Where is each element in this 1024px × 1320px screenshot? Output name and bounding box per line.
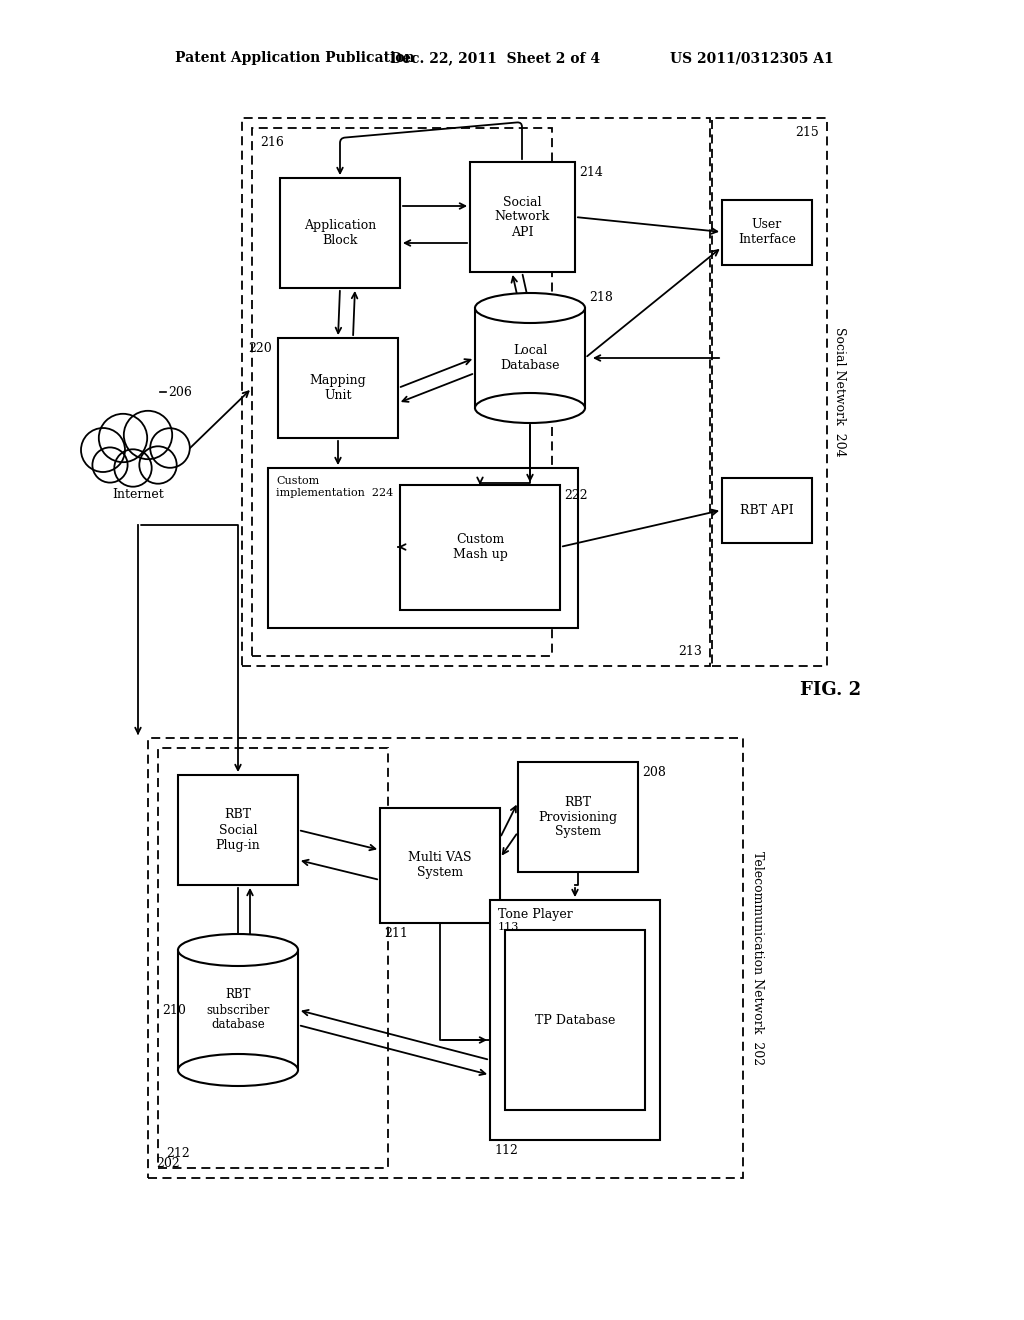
Text: 222: 222 (564, 488, 588, 502)
Text: 214: 214 (579, 166, 603, 180)
Text: 215: 215 (796, 125, 819, 139)
Ellipse shape (475, 393, 585, 422)
Text: RBT
Social
Plug-in: RBT Social Plug-in (216, 808, 260, 851)
Bar (268, 469, 578, 628)
Text: 211: 211 (384, 927, 408, 940)
Text: 206: 206 (168, 385, 191, 399)
Text: 112: 112 (494, 1144, 518, 1158)
Text: Mapping
Unit: Mapping Unit (309, 374, 367, 403)
Bar (518, 762, 638, 873)
Text: Local
Database: Local Database (501, 345, 560, 372)
Circle shape (151, 428, 189, 467)
Bar (505, 931, 645, 1110)
Text: RBT API: RBT API (740, 503, 794, 516)
Text: Custom
implementation  224: Custom implementation 224 (276, 477, 393, 498)
Bar (148, 738, 743, 1177)
Text: 218: 218 (589, 290, 613, 304)
Ellipse shape (475, 293, 585, 323)
Text: 210: 210 (162, 1003, 186, 1016)
Bar (722, 478, 812, 543)
Ellipse shape (178, 1053, 298, 1086)
Text: US 2011/0312305 A1: US 2011/0312305 A1 (670, 51, 834, 65)
Text: User
Interface: User Interface (738, 218, 796, 246)
Bar (490, 900, 660, 1140)
Text: 202: 202 (156, 1158, 180, 1170)
Text: 213: 213 (678, 645, 702, 657)
Circle shape (115, 449, 152, 487)
Text: Patent Application Publication: Patent Application Publication (175, 51, 415, 65)
Circle shape (81, 428, 125, 473)
Bar (278, 338, 398, 438)
Circle shape (92, 447, 128, 483)
Text: 220: 220 (248, 342, 272, 355)
Bar (280, 178, 400, 288)
Bar (178, 775, 298, 884)
Text: Internet: Internet (112, 488, 164, 502)
Text: Social
Network
API: Social Network API (495, 195, 550, 239)
Bar (380, 808, 500, 923)
Ellipse shape (178, 935, 298, 966)
Text: Custom
Mash up: Custom Mash up (453, 533, 508, 561)
Circle shape (98, 413, 147, 462)
Text: Multi VAS
System: Multi VAS System (409, 851, 472, 879)
Circle shape (124, 411, 172, 459)
Text: 208: 208 (642, 766, 666, 779)
Text: Social Network  204: Social Network 204 (833, 327, 846, 457)
Bar (242, 117, 710, 667)
Text: Dec. 22, 2011  Sheet 2 of 4: Dec. 22, 2011 Sheet 2 of 4 (390, 51, 600, 65)
Text: 212: 212 (166, 1147, 189, 1160)
Bar (712, 117, 827, 667)
Text: FIG. 2: FIG. 2 (800, 681, 861, 700)
Text: Telecommunication Network  202: Telecommunication Network 202 (751, 851, 764, 1065)
Text: Application
Block: Application Block (304, 219, 376, 247)
Bar (475, 308, 585, 408)
Text: RBT
Provisioning
System: RBT Provisioning System (539, 796, 617, 838)
Text: Tone Player: Tone Player (498, 908, 572, 921)
Bar (158, 748, 388, 1168)
Bar (178, 950, 298, 1071)
Bar (400, 484, 560, 610)
Bar (722, 201, 812, 265)
Text: TP Database: TP Database (535, 1014, 615, 1027)
Bar (470, 162, 575, 272)
Text: RBT
subscriber
database: RBT subscriber database (206, 989, 269, 1031)
Circle shape (139, 446, 177, 483)
Text: 113: 113 (498, 921, 519, 932)
Bar (252, 128, 552, 656)
Text: 216: 216 (260, 136, 284, 149)
